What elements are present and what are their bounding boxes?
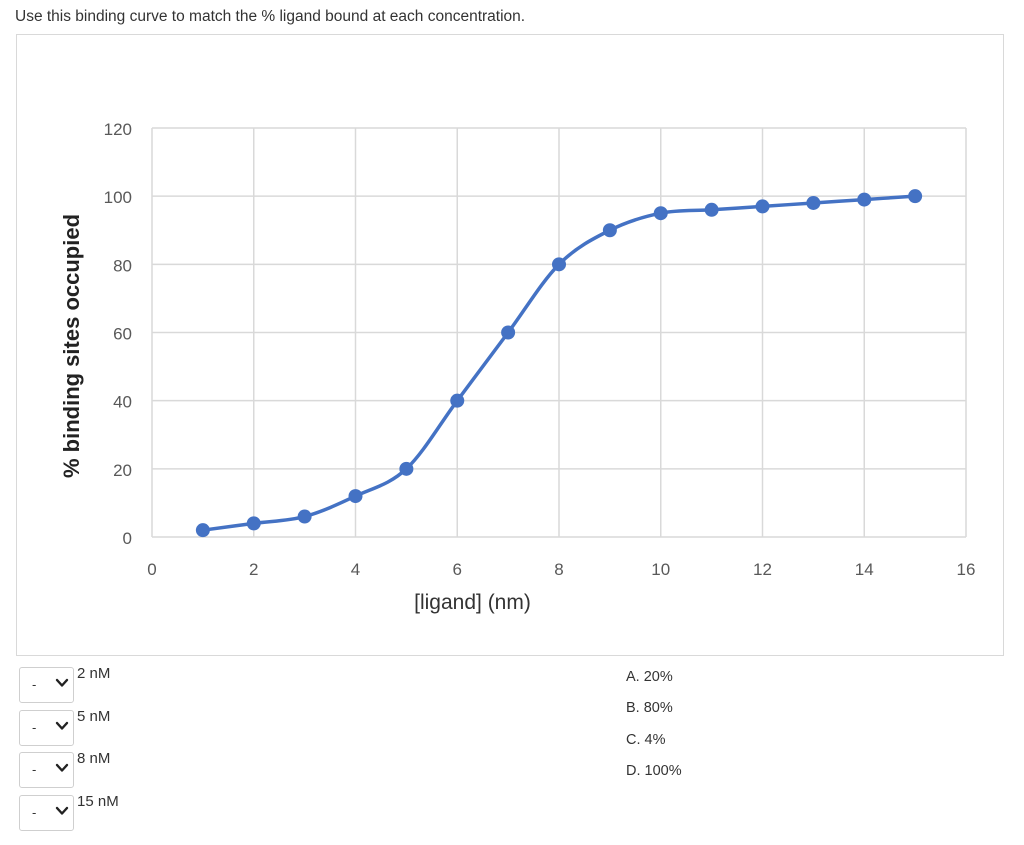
- data-point: [399, 461, 414, 476]
- select-value: -: [32, 762, 37, 777]
- y-tick-label: 40: [113, 393, 132, 412]
- data-point: [552, 257, 566, 272]
- answer-option: A. 20%: [626, 669, 673, 685]
- match-row: - 2 nM: [19, 665, 139, 707]
- answer-select[interactable]: -: [19, 752, 74, 788]
- y-tick-label: 20: [113, 461, 132, 480]
- x-tick-label: 4: [351, 560, 360, 579]
- match-row: - 15 nM: [19, 793, 139, 835]
- y-axis-title: % binding sites occupied: [59, 214, 84, 478]
- data-point: [501, 325, 516, 340]
- data-point: [908, 189, 923, 204]
- answer-option: B. 80%: [626, 700, 673, 716]
- x-tick-label: 0: [147, 560, 156, 579]
- select-value: -: [32, 720, 37, 735]
- data-point: [297, 509, 312, 524]
- x-tick-label: 14: [855, 560, 874, 579]
- y-tick-label: 100: [104, 188, 132, 207]
- chevron-down-icon: [55, 763, 69, 772]
- concentration-label: 15 nM: [77, 793, 119, 810]
- y-tick-label: 120: [104, 120, 132, 139]
- match-row: - 8 nM: [19, 750, 139, 792]
- data-point: [755, 199, 770, 214]
- data-point: [857, 192, 872, 207]
- data-point: [806, 195, 821, 210]
- chevron-down-icon: [55, 721, 69, 730]
- select-value: -: [32, 677, 37, 692]
- x-tick-label: 10: [651, 560, 670, 579]
- answer-select[interactable]: -: [19, 710, 74, 746]
- concentration-label: 2 nM: [77, 665, 111, 682]
- x-tick-label: 2: [249, 560, 258, 579]
- data-point: [195, 523, 210, 538]
- binding-curve-chart: 0 20 40 60 80 100 120 0 2 4 6 8 10 12 14 16 [ligand] (nm…: [59, 120, 976, 614]
- answer-option: D. 100%: [626, 763, 682, 779]
- data-point: [348, 489, 363, 504]
- chart-area: 0 20 40 60 80 100 120 0 2 4 6 8 10 12 14 16 [ligand] (nm…: [16, 34, 1004, 656]
- select-value: -: [32, 805, 37, 820]
- chevron-down-icon: [55, 806, 69, 815]
- y-tick-label: 80: [113, 256, 132, 275]
- x-tick-label: 6: [453, 560, 462, 579]
- answer-select[interactable]: -: [19, 667, 74, 703]
- x-tick-label: 12: [753, 560, 772, 579]
- data-point: [602, 223, 617, 238]
- y-tick-label: 0: [123, 529, 132, 548]
- chevron-down-icon: [55, 678, 69, 687]
- question-prompt: Use this binding curve to match the % li…: [15, 8, 526, 25]
- y-tick-label: 60: [113, 325, 132, 344]
- concentration-label: 5 nM: [77, 708, 111, 725]
- answer-option: C. 4%: [626, 732, 666, 748]
- x-tick-label: 16: [957, 560, 976, 579]
- data-point: [704, 202, 719, 217]
- series-line: [201, 194, 917, 532]
- data-point: [450, 393, 465, 408]
- x-axis-title: [ligand] (nm): [414, 591, 531, 614]
- answer-select[interactable]: -: [19, 795, 74, 831]
- concentration-label: 8 nM: [77, 750, 111, 767]
- match-row: - 5 nM: [19, 708, 139, 750]
- data-point: [246, 516, 261, 531]
- data-point: [653, 206, 668, 221]
- x-tick-label: 8: [554, 560, 563, 579]
